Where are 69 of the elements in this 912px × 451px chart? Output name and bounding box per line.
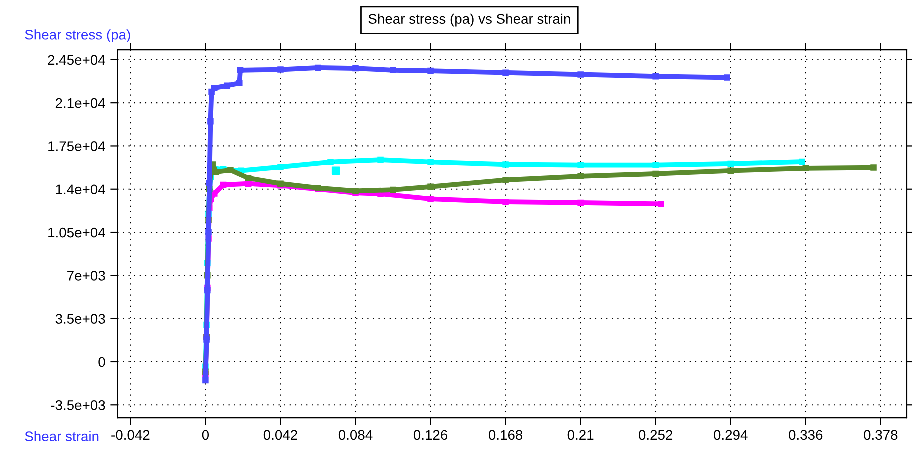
point: [245, 175, 252, 182]
point: [332, 166, 340, 176]
point: [502, 70, 509, 76]
x-tick-label: 0.21: [568, 430, 594, 440]
point: [278, 66, 284, 73]
point: [428, 196, 434, 202]
point: [236, 80, 243, 86]
y-tick-label: 1.75e+04: [48, 142, 106, 152]
point: [224, 82, 230, 89]
x-tick-label: 0.294: [714, 430, 748, 440]
point: [390, 67, 396, 74]
point: [578, 162, 584, 168]
point: [220, 182, 227, 188]
y-tick-label: 3.5e+03: [56, 314, 106, 324]
x-tick-label: 0.252: [639, 430, 673, 440]
point: [315, 64, 322, 72]
x-tick-label: -0.042: [112, 430, 150, 440]
x-tick-label: 0: [202, 430, 210, 440]
point: [870, 164, 877, 171]
y-tick-label: 7e+03: [68, 271, 106, 281]
y-tick-label: 0: [98, 357, 106, 368]
point: [237, 67, 244, 74]
y-axis-title: Shear stress (pa): [25, 30, 130, 43]
x-tick-label: 0.126: [414, 430, 448, 440]
point: [578, 173, 584, 180]
x-tick-label: 0.084: [338, 430, 373, 440]
y-tick-label: -3.5e+03: [51, 400, 106, 410]
point: [208, 118, 214, 125]
y-tick-label: 2.1e+04: [56, 98, 106, 108]
x-tick-label: 0.336: [789, 430, 823, 440]
x-tick-label: 0.168: [488, 430, 523, 440]
point: [213, 168, 220, 176]
point: [328, 159, 334, 166]
point: [652, 73, 659, 80]
point: [204, 287, 211, 294]
point: [799, 158, 806, 166]
point: [578, 72, 584, 78]
point: [352, 65, 359, 72]
point: [502, 177, 509, 184]
point: [502, 162, 509, 168]
point: [728, 160, 734, 168]
x-axis-title: Shear strain: [25, 431, 99, 442]
x-tick-label: 0.042: [264, 430, 298, 440]
point: [802, 165, 810, 172]
point: [728, 168, 734, 174]
point: [206, 180, 213, 186]
point: [652, 162, 659, 168]
point: [652, 170, 659, 178]
point: [428, 68, 434, 74]
chart-title: Shear stress (pa) vs Shear strain: [368, 14, 570, 27]
point: [428, 184, 434, 190]
point: [658, 201, 664, 208]
point: [278, 164, 284, 170]
point: [378, 156, 384, 164]
y-tick-label: 1.05e+04: [48, 228, 106, 238]
point: [206, 229, 212, 236]
point: [202, 377, 209, 384]
point: [578, 200, 584, 206]
point: [212, 190, 218, 197]
point: [502, 198, 509, 206]
point: [390, 186, 396, 194]
y-tick-label: 1.4e+04: [56, 184, 106, 195]
point: [428, 159, 434, 166]
point: [228, 167, 234, 174]
y-tick-label: 2.45e+04: [48, 55, 106, 66]
point: [204, 336, 210, 343]
point: [724, 74, 730, 81]
point: [212, 85, 218, 92]
x-tick-label: 0.378: [864, 430, 898, 440]
